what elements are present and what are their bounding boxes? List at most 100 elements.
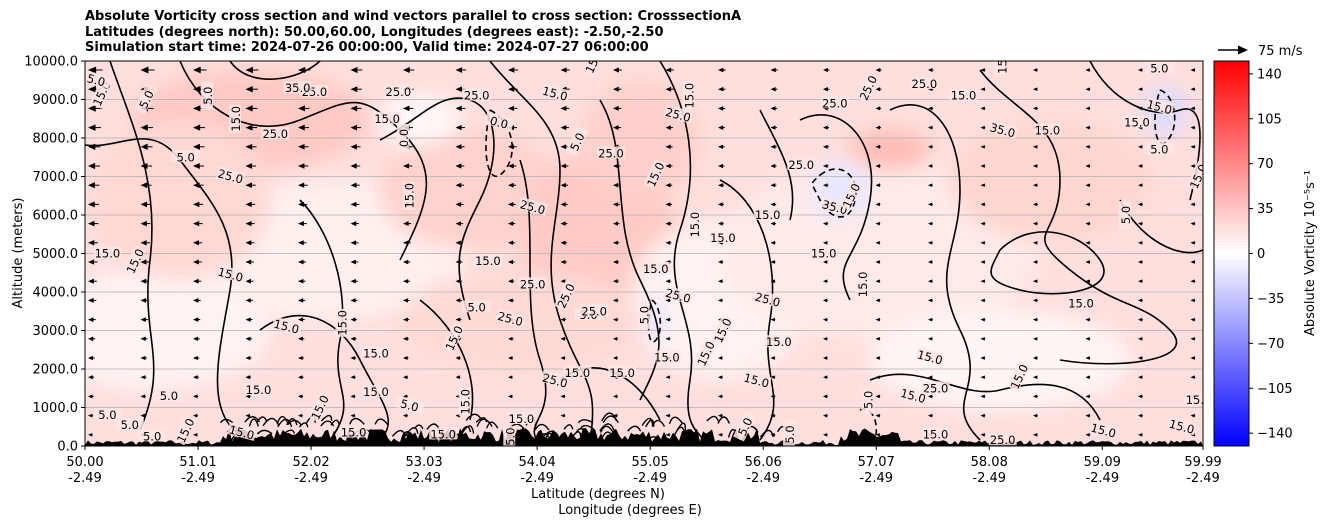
wind-vector-head (403, 278, 409, 284)
wind-vector-head (1138, 144, 1143, 149)
wind-vector-head (770, 317, 775, 322)
wind-vector-head (718, 144, 724, 150)
wind-vector-head (1190, 356, 1195, 360)
wind-vector-head (1190, 336, 1195, 341)
terrain-contour-squiggle (673, 426, 686, 436)
x-tick-label-lat: 59.09 (1084, 455, 1121, 470)
colorbar-tick-label: 105 (1257, 112, 1282, 127)
wind-vector-head (875, 279, 880, 284)
terrain-contour-squiggle (349, 417, 365, 425)
contour-label: 15.0 (509, 412, 535, 426)
contour-label-bg (553, 280, 577, 311)
contour-label-bg (473, 254, 502, 267)
terrain-contour-squiggle (717, 416, 731, 424)
contour-label-bg (215, 166, 246, 185)
wind-vector-head (403, 317, 408, 322)
wind-vector-head (718, 394, 723, 399)
wind-vector-head (455, 67, 463, 73)
wind-vector-head (350, 221, 357, 227)
wind-vector-head (928, 394, 933, 399)
y-axis-label: Altitude (meters) (11, 198, 26, 309)
contour-label-bg (663, 285, 694, 305)
wind-vector-head (455, 356, 460, 360)
contour-label-bg (764, 335, 793, 348)
wind-vector-head (140, 143, 148, 150)
contour-label: 15.0 (923, 427, 949, 441)
wind-vector-head (1138, 375, 1143, 380)
contour-labels: 15.025.025.015.025.015.015.015.05.015.01… (85, 61, 1212, 447)
contour-label-bg (1088, 420, 1119, 440)
terrain-contour-squiggle (320, 420, 335, 427)
wind-vector-head (1190, 144, 1195, 149)
wind-vector-head (928, 317, 933, 322)
wind-vector-head (350, 201, 357, 207)
wind-vector-head (770, 202, 776, 207)
wind-vector-head (928, 221, 933, 226)
wind-vector-head (1033, 144, 1038, 149)
wind-vector-head (193, 124, 201, 131)
wind-vector-head (140, 336, 146, 342)
contour-label: 5.0 (201, 87, 215, 105)
colorbar-tick-label: 140 (1257, 67, 1282, 82)
contour-label: 0.0 (397, 129, 411, 147)
wind-vector-head (88, 220, 95, 227)
wind-vector-head (875, 240, 880, 245)
wind-vector-head (455, 221, 461, 226)
y-tick-label: 5000.0 (33, 247, 79, 262)
contour-label-bg (708, 231, 737, 244)
wind-vector-head (770, 356, 775, 360)
wind-vector-head (245, 66, 253, 74)
contour-label-bg (910, 77, 939, 90)
contour-label: 15.0 (609, 366, 635, 380)
contour-label: 15.0 (1186, 393, 1212, 407)
contour-label-bg (462, 300, 491, 313)
contour-label: 5.0 (468, 300, 486, 314)
wind-vector-head (403, 240, 409, 246)
terrain-contour-squiggle (537, 433, 549, 438)
wind-vector-head (350, 259, 356, 265)
wind-vector-head (245, 394, 250, 399)
wind-vector-head (928, 375, 933, 380)
wind-vector-head (298, 66, 306, 74)
wind-vector-head (1190, 202, 1195, 207)
contour-label-bg (307, 391, 331, 423)
x-tick-label-lat: 50.00 (66, 455, 103, 470)
contour-label: 5.0 (121, 418, 139, 432)
wind-vector-head (403, 259, 409, 265)
y-tick-label: 7000.0 (33, 170, 79, 185)
wind-vector-head (193, 375, 198, 380)
contour-label: 15.0 (654, 350, 680, 364)
contour-label-bg (394, 395, 425, 415)
terrain-contour-squiggle (220, 418, 234, 424)
wind-vector-head (613, 125, 619, 131)
y-tick-label: 0.0 (57, 440, 78, 455)
terrain-contour-squiggle (406, 427, 419, 435)
wind-vector-head (508, 375, 513, 380)
wind-vector-head (1138, 221, 1143, 226)
colorbar-tick-label: 35 (1257, 202, 1274, 217)
terrain-contour-squiggle (465, 413, 483, 421)
contour-label: 25.0 (990, 433, 1016, 447)
contour-label-bg (1184, 392, 1203, 405)
contour-label: 15.0 (565, 366, 591, 380)
wind-vector-head (928, 183, 933, 188)
wind-vector-head (613, 202, 619, 207)
shading-blob (85, 270, 270, 390)
wind-vector-head (193, 278, 199, 284)
contour-label: 15.0 (227, 422, 255, 442)
wind-vector-head (245, 375, 251, 380)
wind-vector-head (770, 183, 776, 188)
wind-vector-head (455, 124, 462, 131)
y-tick-label: 6000.0 (33, 209, 79, 224)
wind-vector-head (350, 355, 356, 361)
wind-vector-head (980, 298, 985, 303)
wind-vector-head (560, 317, 566, 322)
y-tick-label: 8000.0 (33, 132, 79, 147)
contour-label-bg (361, 346, 390, 359)
title-line-2: Latitudes (degrees north): 50.00,60.00, … (85, 24, 664, 40)
contour-label: 15.0 (403, 183, 417, 209)
wind-vector-head (245, 240, 252, 246)
wind-vector-head (455, 163, 462, 169)
contour-label-bg (373, 111, 402, 124)
terrain-contour-squiggle (577, 419, 594, 424)
